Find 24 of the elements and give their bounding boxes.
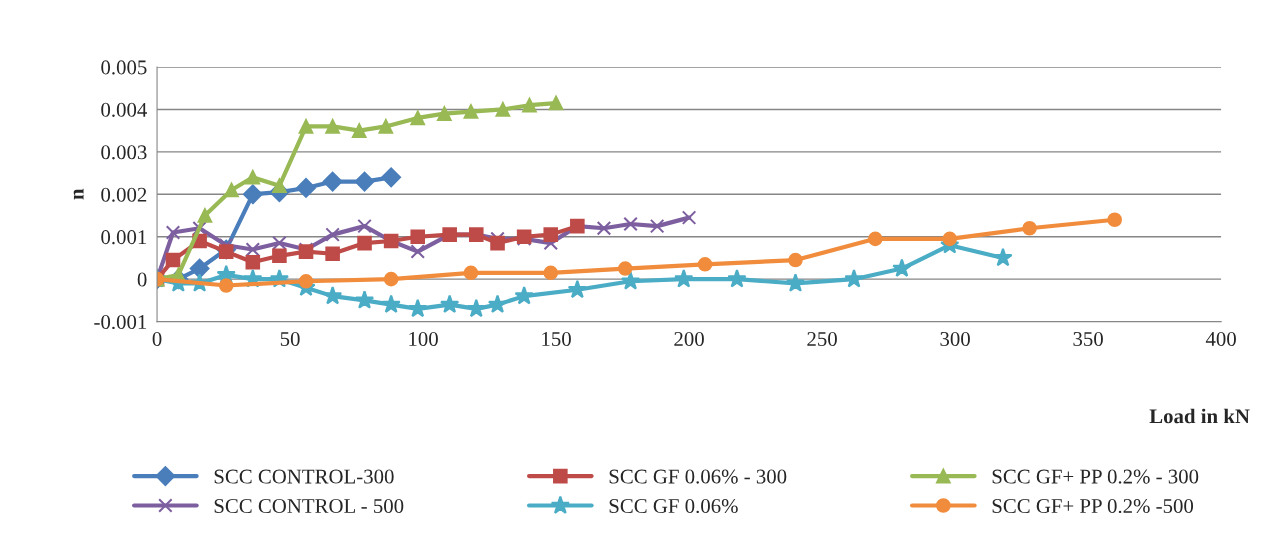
x-tick-label: 0 — [152, 331, 162, 346]
y-axis-title: n — [73, 188, 84, 200]
y-tick-label: -0.001 — [94, 314, 147, 330]
x-tick-label: 150 — [542, 331, 571, 346]
x-axis-title: Load in kN — [1149, 408, 1250, 424]
legend-label: SCC CONTROL-300 — [214, 469, 394, 484]
y-tick-label: 0 — [137, 272, 147, 287]
legend-label: SCC GF 0.06% — [609, 498, 738, 514]
legend-label: SCC CONTROL - 500 — [214, 498, 404, 514]
y-tick-label: 0.001 — [101, 230, 147, 245]
x-tick-label: 400 — [1205, 331, 1236, 346]
x-tick-label: 50 — [280, 331, 300, 346]
legend-label: SCC GF+ PP 0.2% -500 — [992, 498, 1194, 514]
y-tick-label: 0.003 — [101, 145, 147, 160]
x-tick-label: 350 — [1073, 331, 1103, 346]
x-tick-label: 200 — [674, 331, 704, 346]
legend-label: SCC GF 0.06% - 300 — [609, 469, 787, 484]
y-tick-label: 0.004 — [101, 102, 147, 117]
x-tick-label: 300 — [940, 331, 970, 346]
x-tick-label: 100 — [409, 331, 438, 346]
y-tick-label: 0.002 — [101, 187, 147, 202]
legend-label: SCC GF+ PP 0.2% - 300 — [992, 469, 1199, 484]
y-tick-label: 0.005 — [101, 60, 147, 75]
x-tick-label: 250 — [807, 331, 837, 346]
